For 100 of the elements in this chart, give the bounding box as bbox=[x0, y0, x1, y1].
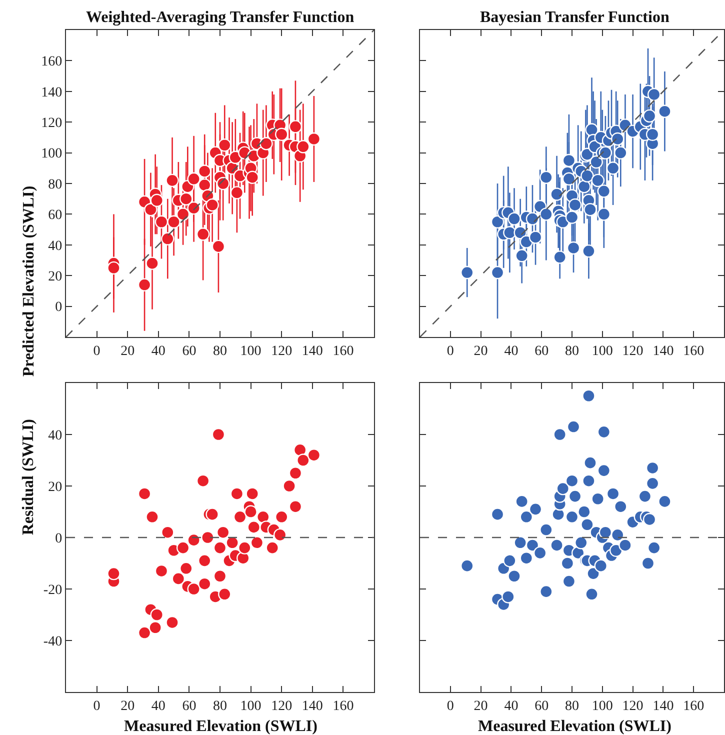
point bbox=[107, 261, 120, 275]
point bbox=[138, 278, 152, 292]
point bbox=[216, 176, 230, 190]
x-tick-label: 140 bbox=[302, 698, 323, 714]
point bbox=[238, 541, 252, 554]
chart-title: Weighted-Averaging Transfer Function bbox=[86, 9, 354, 26]
point bbox=[198, 164, 212, 178]
point bbox=[206, 198, 219, 212]
x-tick-label: 60 bbox=[182, 698, 196, 714]
point bbox=[172, 572, 186, 586]
x-tick-label: 60 bbox=[534, 344, 549, 359]
point bbox=[296, 454, 310, 467]
x-tick-label: 40 bbox=[151, 344, 166, 359]
point bbox=[187, 172, 200, 186]
point bbox=[216, 526, 230, 539]
point bbox=[146, 256, 159, 270]
x-tick-label: 80 bbox=[565, 344, 579, 359]
point bbox=[275, 128, 288, 141]
x-axis-title: Measured Elevation (SWLI) bbox=[124, 718, 318, 735]
point bbox=[138, 626, 152, 640]
x-tick-label: 100 bbox=[240, 698, 262, 714]
x-tick-label: 140 bbox=[302, 344, 323, 359]
point bbox=[244, 505, 258, 518]
point bbox=[176, 541, 190, 554]
x-tick-label: 60 bbox=[182, 344, 196, 359]
x-tick-label: 120 bbox=[622, 344, 644, 359]
y-tick-label: 40 bbox=[48, 428, 62, 444]
x-tick-label: 140 bbox=[652, 344, 674, 359]
y-tick-label: 100 bbox=[41, 146, 62, 162]
x-tick-label: 60 bbox=[534, 698, 549, 714]
point bbox=[154, 215, 168, 228]
point bbox=[167, 215, 180, 228]
x-tick-label: 0 bbox=[93, 698, 100, 714]
point bbox=[187, 533, 200, 547]
y-axis-title: Residual (SWLI) bbox=[20, 419, 38, 536]
x-tick-label: 160 bbox=[683, 344, 704, 359]
point bbox=[288, 500, 302, 514]
point bbox=[230, 487, 244, 500]
point bbox=[144, 203, 158, 216]
point bbox=[201, 530, 214, 544]
point bbox=[198, 577, 212, 590]
y-tick-label: -40 bbox=[43, 634, 62, 650]
point bbox=[218, 138, 232, 152]
chart-title: Bayesian Transfer Function bbox=[480, 9, 670, 26]
point bbox=[198, 554, 212, 568]
point bbox=[266, 541, 279, 554]
x-tick-label: 0 bbox=[93, 344, 100, 359]
point bbox=[282, 479, 296, 493]
y-tick-label: 160 bbox=[41, 54, 62, 70]
point bbox=[260, 136, 273, 150]
x-tick-label: 160 bbox=[332, 344, 354, 359]
point bbox=[138, 487, 152, 500]
y-tick-label: 0 bbox=[55, 531, 62, 546]
x-tick-label: 100 bbox=[240, 344, 262, 359]
point bbox=[154, 564, 168, 578]
point bbox=[213, 541, 227, 554]
x-tick-label: 160 bbox=[683, 698, 704, 714]
y-tick-label: 20 bbox=[48, 480, 62, 495]
point bbox=[166, 174, 179, 188]
point bbox=[247, 520, 260, 534]
y-tick-label: 60 bbox=[48, 208, 62, 224]
point bbox=[293, 443, 307, 457]
y-tick-label: 140 bbox=[41, 85, 62, 100]
y-tick-label: -20 bbox=[43, 582, 62, 598]
point bbox=[226, 536, 239, 550]
y-tick-label: 20 bbox=[48, 270, 62, 284]
point bbox=[196, 474, 210, 488]
point bbox=[246, 487, 259, 500]
point bbox=[233, 510, 247, 524]
x-tick-label: 120 bbox=[271, 698, 292, 714]
point bbox=[275, 510, 288, 524]
x-tick-label: 40 bbox=[504, 698, 518, 714]
x-tick-label: 160 bbox=[332, 698, 354, 714]
x-tick-label: 80 bbox=[213, 698, 227, 714]
point bbox=[206, 508, 219, 521]
x-tick-label: 20 bbox=[474, 344, 488, 359]
point bbox=[273, 528, 287, 542]
point bbox=[256, 510, 270, 524]
point bbox=[146, 510, 159, 524]
point bbox=[196, 228, 210, 241]
point bbox=[307, 448, 321, 462]
y-tick-label: 40 bbox=[48, 238, 62, 254]
point bbox=[161, 526, 174, 539]
point bbox=[166, 616, 179, 630]
y-tick-label: 120 bbox=[41, 116, 62, 131]
point bbox=[161, 232, 174, 246]
x-tick-label: 120 bbox=[622, 698, 644, 714]
point bbox=[296, 140, 310, 154]
x-tick-label: 40 bbox=[504, 344, 518, 359]
x-tick-label: 100 bbox=[592, 344, 613, 359]
point bbox=[176, 208, 190, 221]
point bbox=[246, 170, 259, 184]
point bbox=[230, 186, 244, 200]
point bbox=[250, 536, 264, 550]
x-tick-label: 100 bbox=[592, 698, 613, 714]
point bbox=[107, 566, 120, 580]
x-tick-label: 0 bbox=[446, 698, 454, 714]
point bbox=[150, 194, 164, 207]
y-tick-label: 0 bbox=[55, 300, 62, 316]
x-tick-label: 80 bbox=[213, 344, 227, 359]
